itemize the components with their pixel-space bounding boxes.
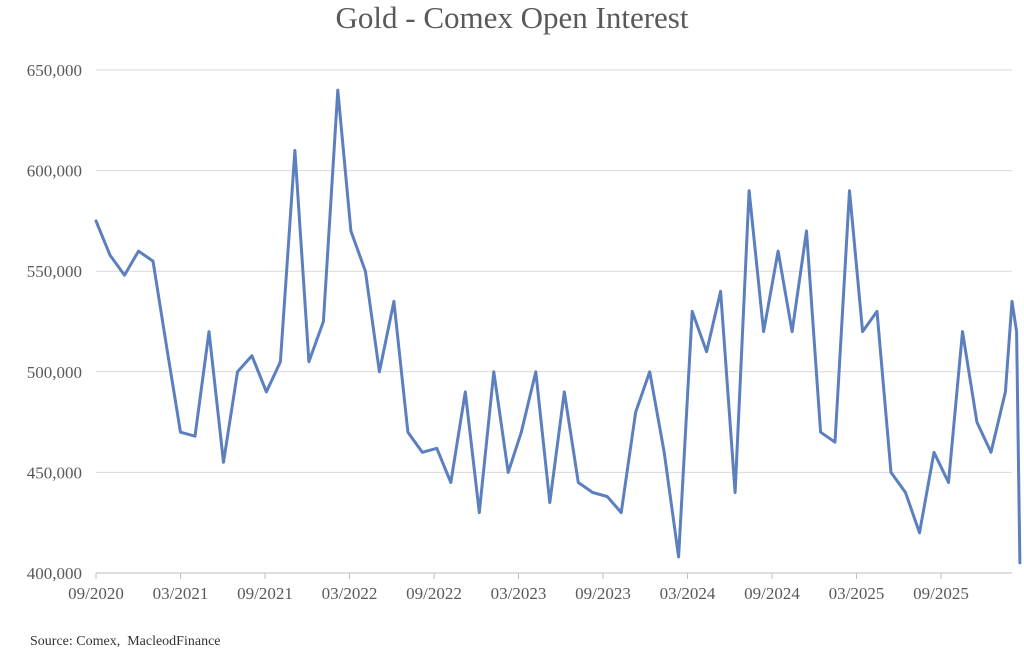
x-tick-labels: 09/2020 03/2021 09/2021 03/2022 09/2022 03/20…	[68, 584, 969, 603]
y-tick-label: 650,000	[27, 61, 82, 80]
y-tick-label: 400,000	[27, 564, 82, 583]
x-tick-label: 09/2023	[575, 584, 631, 603]
x-tick-label: 09/2024	[744, 584, 800, 603]
y-tick-labels: 400,000 450,000 500,000 550,000 600,000 650,0…	[27, 61, 82, 583]
y-tick-label: 500,000	[27, 363, 82, 382]
x-tick-label: 03/2023	[491, 584, 547, 603]
y-tick-label: 600,000	[27, 162, 82, 181]
x-tick-label: 03/2022	[322, 584, 378, 603]
x-tick-label: 03/2024	[660, 584, 716, 603]
gridlines	[96, 69, 1012, 473]
y-tick-label: 550,000	[27, 262, 82, 281]
series-line	[94, 88, 1007, 559]
series-lines	[94, 88, 1022, 565]
series-line	[1003, 299, 1022, 565]
source-note: Source: Comex, MacleodFinance	[30, 634, 221, 649]
x-tick-label: 09/2020	[68, 584, 124, 603]
y-tick-label: 450,000	[27, 463, 82, 482]
x-tick-label: 03/2021	[153, 584, 209, 603]
x-tick-label: 03/2025	[829, 584, 885, 603]
x-tick-label: 09/2022	[406, 584, 462, 603]
chart-title: Gold - Comex Open Interest	[335, 0, 689, 35]
x-tick-label: 09/2025	[913, 584, 969, 603]
x-tick-label: 09/2021	[237, 584, 293, 603]
axes	[95, 572, 1012, 579]
